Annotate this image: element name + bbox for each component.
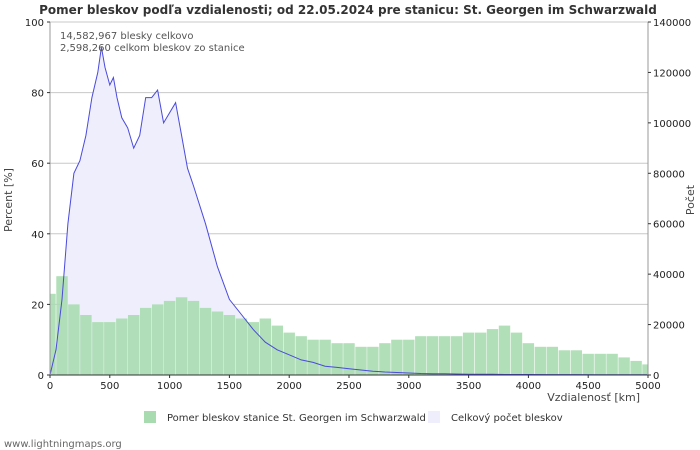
bar	[343, 343, 355, 375]
bar	[594, 353, 606, 375]
annotation-total-strikes: 14,582,967 blesky celkovo	[60, 31, 193, 42]
bar	[606, 353, 618, 375]
legend-label-station-ratio: Pomer bleskov stanice St. Georgen im Sch…	[167, 413, 426, 424]
legend: Pomer bleskov stanice St. Georgen im Sch…	[144, 411, 563, 424]
y-left-tick-label: 100	[25, 18, 44, 29]
bar	[128, 315, 140, 375]
bar	[223, 315, 236, 375]
bar	[439, 336, 451, 375]
bar	[355, 346, 367, 375]
bar	[391, 339, 403, 375]
bar	[618, 357, 630, 375]
bar	[570, 350, 582, 375]
bar	[367, 346, 379, 375]
y-right-axis-label: Počet	[684, 184, 697, 215]
bar	[56, 276, 68, 375]
total-strikes-area	[50, 47, 648, 375]
total-strikes-area-fill	[50, 47, 648, 375]
bar	[199, 307, 212, 375]
x-tick-label: 500	[100, 381, 119, 392]
bar	[80, 315, 92, 375]
bar	[498, 325, 511, 375]
y-right-tick-label: 60000	[653, 220, 685, 231]
x-tick-label: 3500	[456, 381, 481, 392]
total-strikes-line-path	[49, 47, 648, 376]
y-left-tick-label: 60	[31, 159, 44, 170]
y-right-tick-label: 120000	[653, 68, 691, 79]
bar	[558, 350, 570, 375]
bar	[235, 318, 248, 375]
bar	[546, 346, 558, 375]
y-right-tick-label: 0	[653, 371, 659, 382]
legend-swatch-total-strikes	[428, 411, 440, 423]
y-left-tick-label: 40	[31, 230, 44, 241]
x-tick-label: 0	[47, 381, 53, 392]
bar	[582, 353, 594, 375]
x-tick-label: 5000	[635, 381, 660, 392]
bar	[295, 336, 307, 375]
x-tick-label: 4000	[516, 381, 541, 392]
footer-credit: www.lightningmaps.org	[4, 439, 122, 450]
bar	[403, 339, 415, 375]
bar	[92, 322, 104, 375]
bar	[163, 300, 176, 375]
bar	[319, 339, 331, 375]
x-tick-label: 3000	[396, 381, 421, 392]
y-right-tick-label: 140000	[653, 18, 691, 29]
bar	[175, 297, 188, 375]
bar	[534, 346, 547, 375]
bar	[642, 364, 648, 375]
y-left-tick-label: 20	[31, 300, 44, 311]
bar	[630, 360, 642, 375]
bar	[116, 318, 128, 375]
x-tick-label: 1000	[157, 381, 182, 392]
bar	[104, 322, 116, 375]
bar	[510, 332, 523, 375]
bar	[247, 322, 259, 375]
bar	[415, 336, 427, 375]
bar	[259, 318, 271, 375]
x-tick-label: 2000	[276, 381, 301, 392]
chart-title: Pomer bleskov podľa vzdialenosti; od 22.…	[39, 3, 657, 17]
y-left-tick-label: 80	[31, 89, 44, 100]
y-right-tick-label: 80000	[653, 169, 685, 180]
y-right-axis-ticks: 0 20000 40000 60000 80000 100000 120000 140000	[648, 18, 691, 382]
x-axis-ticks: 0 500 1000 1500 2000 2500 3000 3500 4000 4500 5000	[47, 375, 661, 392]
station-ratio-bars	[50, 276, 648, 375]
bar	[427, 336, 439, 375]
y-left-tick-label: 0	[38, 371, 44, 382]
bar	[68, 304, 80, 375]
x-tick-label: 4500	[575, 381, 600, 392]
bar	[140, 307, 152, 375]
total-strikes-line	[49, 47, 648, 376]
x-axis-label: Vzdialenosť [km]	[547, 391, 640, 404]
bar	[462, 332, 475, 375]
bar	[451, 336, 463, 375]
legend-label-total-strikes: Celkový počet bleskov	[451, 412, 563, 424]
y-right-tick-label: 20000	[653, 321, 685, 332]
bar	[474, 332, 487, 375]
bar	[307, 339, 319, 375]
bar	[50, 293, 56, 375]
y-left-axis-label: Percent [%]	[2, 168, 15, 232]
y-right-tick-label: 40000	[653, 270, 685, 281]
x-tick-label: 1500	[217, 381, 242, 392]
y-left-axis-ticks: 0 20 40 60 80 100	[25, 18, 50, 382]
annotation-station-strikes: 2,598,260 celkom bleskov zo stanice	[60, 43, 245, 54]
bar	[187, 300, 200, 375]
bar	[522, 343, 535, 375]
bar	[379, 343, 391, 375]
x-tick-label: 2500	[336, 381, 361, 392]
bar	[331, 343, 343, 375]
bar	[152, 304, 164, 375]
y-right-tick-label: 100000	[653, 119, 691, 130]
legend-swatch-station-ratio	[144, 411, 156, 423]
bar	[283, 332, 295, 375]
bar	[486, 329, 499, 375]
bar	[211, 311, 224, 375]
